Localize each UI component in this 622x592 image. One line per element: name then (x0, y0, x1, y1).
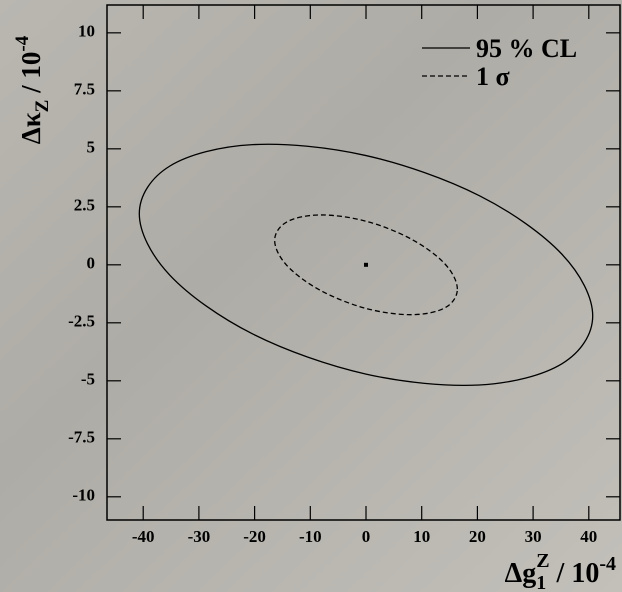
center-point (364, 263, 368, 267)
x-tick-label: -30 (188, 527, 211, 546)
y-tick-label: 5 (87, 138, 96, 157)
x-label-main: Δg (505, 558, 537, 589)
x-tick-label: 30 (525, 527, 542, 546)
x-tick-label: -40 (132, 527, 155, 546)
x-label-rest: / 10 (550, 558, 600, 589)
x-label-sup2: -4 (599, 553, 616, 575)
x-label-sub: 1 (536, 572, 546, 592)
x-tick-label: 0 (362, 527, 371, 546)
y-label-rest: / 10 (16, 52, 46, 100)
legend-label: 95 % CL (476, 34, 577, 63)
y-label-main: Δκ (16, 112, 46, 144)
y-tick-label: -10 (72, 486, 95, 505)
x-tick-label: 40 (580, 527, 597, 546)
y-tick-label: 0 (87, 254, 96, 273)
y-tick-label: -7.5 (68, 428, 95, 447)
y-tick-label: 2.5 (74, 196, 95, 215)
chart: ΔκZ / 10-4 Δg1Z / 10-4 -40-30-20-1001020… (0, 0, 622, 592)
y-tick-label: -2.5 (68, 312, 95, 331)
y-label-sub: Z (32, 100, 53, 113)
x-tick-label: -10 (299, 527, 322, 546)
x-tick-label: 10 (413, 527, 430, 546)
x-tick-label: 20 (469, 527, 486, 546)
y-label-sup: -4 (12, 35, 33, 51)
x-label-sup: Z (536, 550, 549, 572)
y-tick-label: -5 (81, 370, 95, 389)
legend-label: 1 σ (476, 62, 510, 91)
x-tick-label: -20 (243, 527, 266, 546)
y-tick-label: 7.5 (74, 80, 95, 99)
y-tick-label: 10 (78, 22, 95, 41)
